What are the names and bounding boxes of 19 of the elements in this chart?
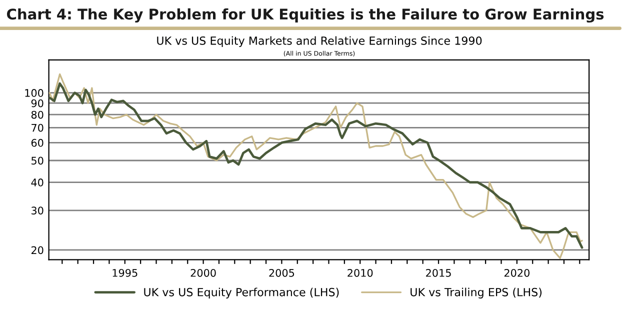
legend-label: UK vs Trailing EPS (LHS) [410, 288, 542, 298]
y-tick-label: 50 [32, 156, 44, 165]
legend-label: UK vs US Equity Performance (LHS) [144, 288, 339, 298]
y-tick-label: 100 [25, 89, 44, 97]
x-tick-label: 2015 [426, 268, 451, 277]
y-tick-label: 60 [31, 138, 44, 147]
x-tick-label: 2020 [504, 268, 530, 277]
x-tick-label: 2005 [269, 268, 294, 277]
y-tick-label: 80 [31, 110, 44, 119]
y-tick-label: 20 [31, 246, 44, 254]
x-tick-label: 1995 [112, 268, 138, 277]
y-tick-label: 30 [32, 206, 44, 214]
chart-title: Chart 4: The Key Problem for UK Equities is the Failure to Grow Earnings [6, 8, 604, 23]
y-tick-label: 70 [32, 124, 44, 132]
y-tick-label: 90 [31, 99, 44, 108]
x-tick-label: 2000 [190, 268, 216, 277]
x-tick-label: 2010 [348, 268, 373, 277]
y-tick-label: 40 [31, 178, 44, 186]
chart-subtitle: UK vs US Equity Markets and Relative Earnings Since 1990 [157, 36, 482, 47]
